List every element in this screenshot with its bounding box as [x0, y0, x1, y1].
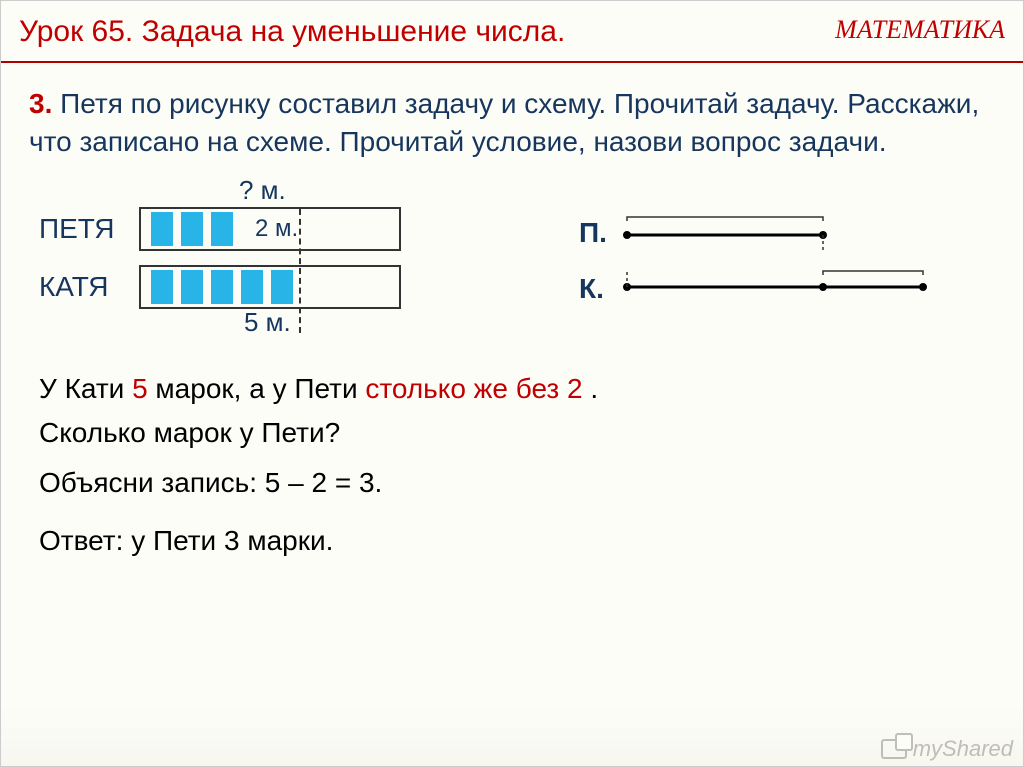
- katya-row: КАТЯ: [39, 265, 459, 309]
- diagram-row: ? м. ПЕТЯ 2 м. КАТЯ: [29, 179, 995, 317]
- scheme-k-line: [623, 269, 939, 309]
- scheme-k-label: К.: [579, 273, 623, 305]
- petya-box: 2 м.: [139, 207, 401, 251]
- katya-box: [139, 265, 401, 309]
- stamp-icon: [151, 270, 173, 304]
- katya-label: КАТЯ: [39, 271, 139, 303]
- problem-line-1: У Кати 5 марок, а у Пети столько же без …: [39, 373, 995, 405]
- stamp-icon: [241, 270, 263, 304]
- stamp-icon: [271, 270, 293, 304]
- slide: Урок 65. Задача на уменьшение числа. МАТ…: [0, 0, 1024, 767]
- task-number: 3.: [29, 88, 52, 119]
- l1-fill: столько же без 2: [365, 373, 582, 404]
- subject-label: МАТЕМАТИКА: [835, 15, 1005, 45]
- stamp-icon: [151, 212, 173, 246]
- lesson-title: Урок 65. Задача на уменьшение числа.: [19, 15, 565, 49]
- stamp-icon: [211, 212, 233, 246]
- problem-line-2: Сколько марок у Пети?: [39, 417, 995, 449]
- l1-end: .: [583, 373, 599, 404]
- stamps-diagram: ? м. ПЕТЯ 2 м. КАТЯ: [39, 179, 459, 309]
- problem-text: У Кати 5 марок, а у Пети столько же без …: [39, 373, 995, 557]
- l1-num: 5: [132, 373, 148, 404]
- petya-label: ПЕТЯ: [39, 213, 139, 245]
- l1-a: У Кати: [39, 373, 132, 404]
- unknown-label: ? м.: [239, 175, 286, 206]
- l1-c: а у Пети: [241, 373, 365, 404]
- stamp-icon: [181, 270, 203, 304]
- watermark-text: myShared: [913, 736, 1013, 762]
- header: Урок 65. Задача на уменьшение числа. МАТ…: [1, 1, 1023, 63]
- task-body: Петя по рисунку составил задачу и схему.…: [29, 88, 979, 157]
- scheme-p-row: П.: [579, 205, 939, 261]
- content: 3. Петя по рисунку составил задачу и схе…: [1, 63, 1023, 557]
- watermark: myShared: [881, 736, 1013, 762]
- task-text: 3. Петя по рисунку составил задачу и схе…: [29, 85, 995, 161]
- scheme-p-line: [623, 213, 933, 253]
- stamp-icon: [181, 212, 203, 246]
- scheme-p-label: П.: [579, 217, 623, 249]
- problem-line-4: Ответ: у Пети 3 марки.: [39, 525, 995, 557]
- problem-line-3: Объясни запись: 5 – 2 = 3.: [39, 467, 995, 499]
- scheme-diagram: П. К.: [579, 205, 939, 317]
- difference-label: 2 м.: [255, 215, 298, 243]
- watermark-icon: [881, 739, 907, 759]
- l1-b: марок,: [148, 373, 242, 404]
- katya-count-label: 5 м.: [244, 307, 291, 338]
- stamp-icon: [211, 270, 233, 304]
- petya-row: ПЕТЯ 2 м.: [39, 207, 459, 251]
- scheme-k-row: К.: [579, 261, 939, 317]
